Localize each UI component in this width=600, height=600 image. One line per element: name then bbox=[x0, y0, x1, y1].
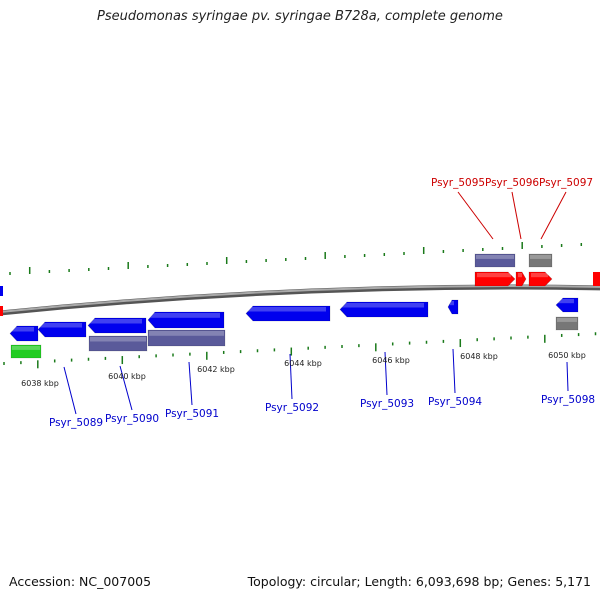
scale-labels: 6038 kbp 6040 kbp 6042 kbp 6044 kbp 6046 kbp… bbox=[21, 351, 586, 388]
purple-feature-5090 bbox=[88, 335, 148, 352]
gray-feature-5097 bbox=[528, 253, 553, 268]
purple-feature-5090-shine bbox=[90, 337, 146, 342]
accession-text: Accession: NC_007005 bbox=[9, 574, 152, 589]
reverse-cds-psyr-5089 bbox=[9, 325, 39, 342]
reverse-cds-psyr-5089b bbox=[37, 321, 87, 338]
callout-line bbox=[457, 191, 494, 240]
purple-feature-5091-shine bbox=[149, 331, 224, 336]
purple-feature-5091 bbox=[147, 329, 226, 347]
map-title: Pseudomonas syringae pv. syringae B728a,… bbox=[97, 9, 503, 24]
callout-line bbox=[511, 191, 522, 240]
reverse-cds-psyr-5089-shine bbox=[12, 327, 34, 332]
forward-cds-psyr-5096-shine bbox=[518, 273, 522, 278]
reverse-cds-psyr-5091-shine bbox=[150, 313, 220, 318]
genome-backbone-highlight bbox=[0, 285, 600, 313]
gray-feature-5098-shine bbox=[557, 318, 577, 322]
gene-label: Psyr_5091 bbox=[165, 408, 219, 420]
gene-label: Psyr_5097 bbox=[539, 177, 593, 189]
forward-cds-psyr-5095-shine bbox=[477, 273, 511, 278]
callout-line bbox=[540, 191, 567, 240]
genome-backbone bbox=[0, 284, 600, 316]
gene-label: Psyr_5098 bbox=[541, 394, 595, 406]
forward-cds-psyr-5097-shine bbox=[531, 273, 548, 278]
reverse-cds-psyr-5091 bbox=[147, 311, 225, 329]
reverse-cds-psyr-5093 bbox=[339, 301, 429, 318]
scale-label: 6040 kbp bbox=[108, 372, 146, 381]
scale-label: 6038 kbp bbox=[21, 379, 59, 388]
gray-feature-5097-shine bbox=[530, 255, 551, 259]
reverse-cds-psyr-5093-shine bbox=[342, 303, 424, 308]
rna-feature bbox=[10, 344, 42, 359]
purple-feature-5095-shine bbox=[476, 255, 514, 259]
inner-tick-marks bbox=[3, 332, 597, 369]
rna-feature-shine bbox=[12, 346, 40, 350]
callout-line bbox=[289, 353, 293, 400]
forward-cds-psyr-5097 bbox=[528, 271, 553, 287]
scale-label: 6042 kbp bbox=[197, 365, 235, 374]
scale-label: 6050 kbp bbox=[548, 351, 586, 360]
reverse-cds-psyr-5090 bbox=[87, 317, 147, 334]
gene-label: Psyr_5089 bbox=[49, 417, 103, 429]
gene-label: Psyr_5093 bbox=[360, 398, 414, 410]
gene-features bbox=[0, 253, 600, 359]
callout-line bbox=[384, 351, 388, 396]
reverse-cds-psyr-5092 bbox=[245, 305, 331, 322]
scale-label: 6046 kbp bbox=[372, 356, 410, 365]
callout-line bbox=[566, 361, 569, 392]
gene-label: Psyr_5092 bbox=[265, 402, 319, 414]
callout-line bbox=[63, 366, 77, 415]
reverse-cds-psyr-5089b-shine bbox=[40, 323, 82, 328]
forward-cds-psyr-5095 bbox=[474, 271, 516, 287]
purple-feature-5095 bbox=[474, 253, 516, 268]
gene-label: Psyr_5095 bbox=[431, 177, 485, 189]
reverse-cds-psyr-5098 bbox=[555, 297, 579, 313]
gene-label: Psyr_5094 bbox=[428, 396, 482, 408]
reverse-cds-psyr-5094 bbox=[447, 299, 459, 315]
edge-forward-feature bbox=[0, 306, 3, 316]
reverse-cds-psyr-5094-shine bbox=[450, 301, 454, 306]
gene-label: Psyr_5096 bbox=[485, 177, 539, 189]
scale-label: 6044 kbp bbox=[284, 359, 322, 368]
callout-line bbox=[452, 348, 456, 394]
scale-label: 6048 kbp bbox=[460, 352, 498, 361]
callout-line bbox=[119, 365, 133, 411]
forward-cds-psyr-5096 bbox=[515, 271, 527, 287]
callout-line bbox=[188, 361, 193, 406]
gene-label: Psyr_5090 bbox=[105, 413, 159, 425]
genome-summary-text: Topology: circular; Length: 6,093,698 bp… bbox=[247, 574, 591, 589]
reverse-cds-psyr-5092-shine bbox=[248, 307, 326, 312]
forward-cds-edge bbox=[593, 272, 600, 286]
reverse-cds-psyr-5098-shine bbox=[558, 299, 574, 304]
reverse-cds-psyr-5090-shine bbox=[90, 319, 142, 324]
outer-tick-marks bbox=[9, 242, 583, 275]
edge-reverse-feature bbox=[0, 286, 3, 296]
gene-callouts: Psyr_5089 Psyr_5090 Psyr_5091 Psyr_5092 Psyr… bbox=[49, 177, 595, 429]
gray-feature-5098 bbox=[555, 316, 579, 331]
